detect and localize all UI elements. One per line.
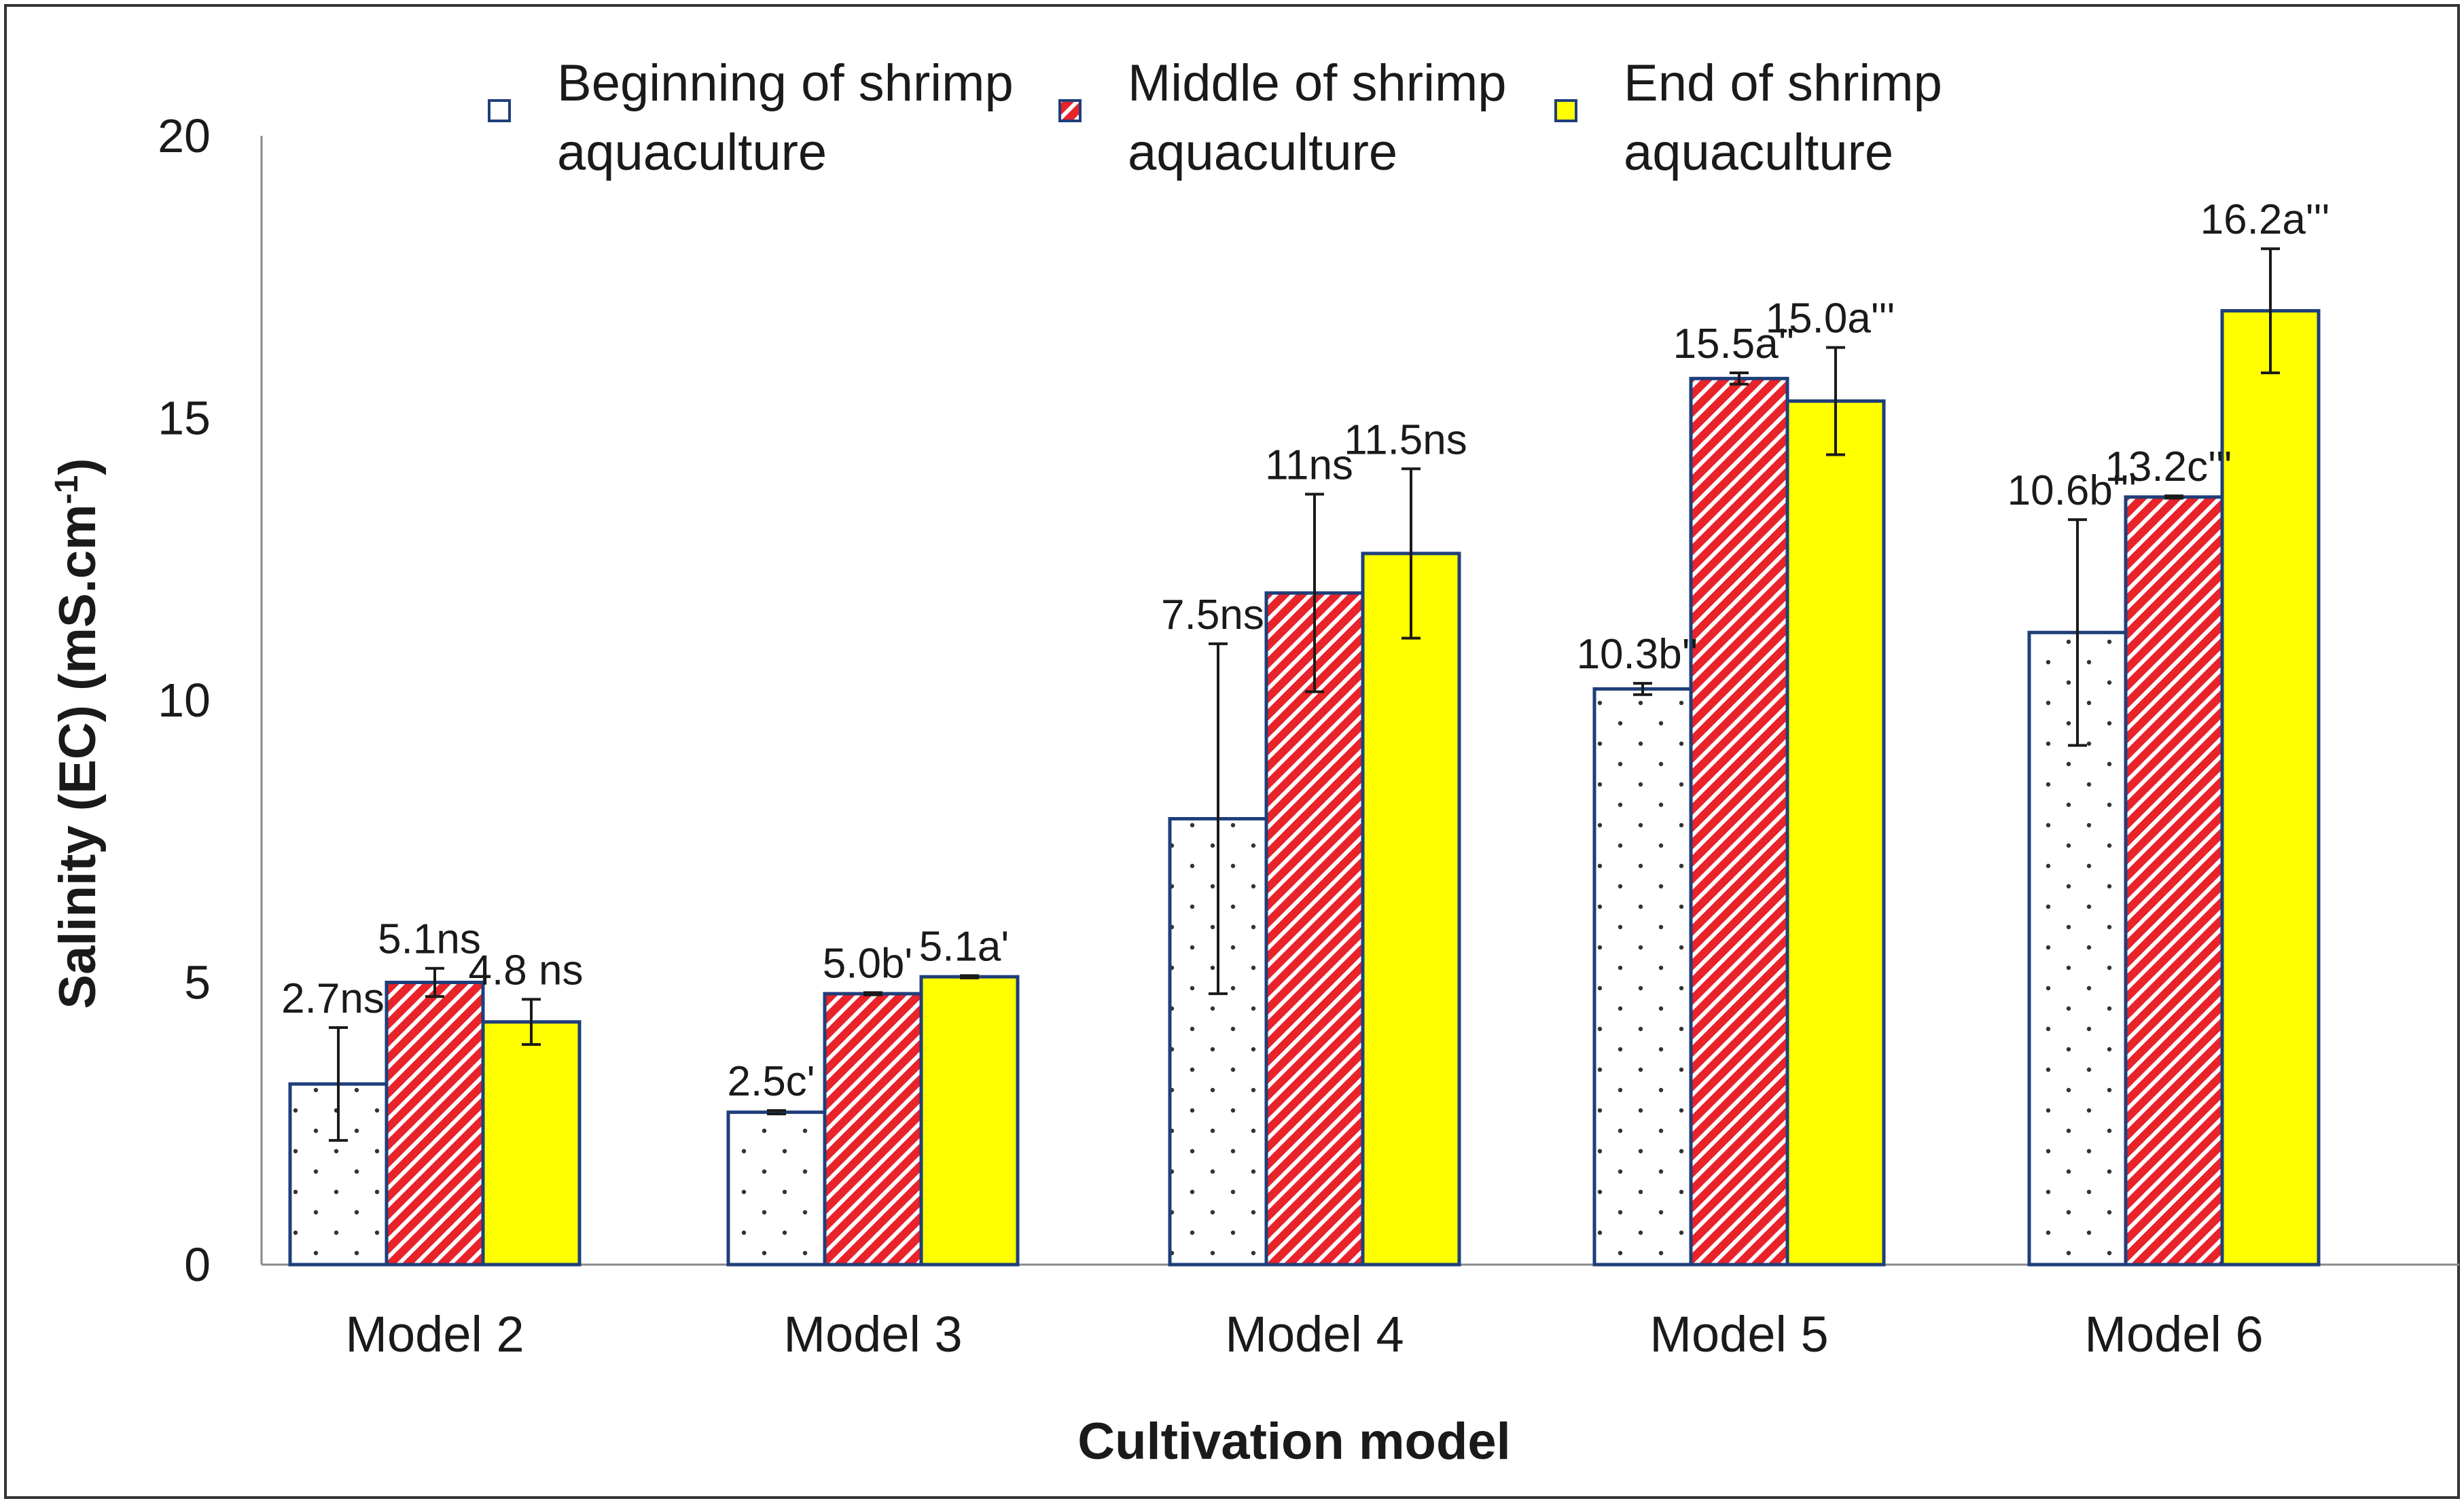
bar (385, 981, 485, 1267)
data-label: 10.3b'' (1577, 631, 1698, 678)
bar (823, 992, 923, 1267)
y-tick-label: 15 (158, 392, 211, 445)
y-tick-label: 10 (158, 674, 211, 727)
error-bar (863, 991, 882, 996)
data-label: 15.5a'' (1673, 321, 1795, 367)
y-tick-label: 20 (158, 109, 211, 162)
data-label: 13.2c''' (2105, 443, 2232, 490)
error-bar (329, 1026, 348, 1142)
error-bar (2164, 494, 2183, 500)
x-category-label: Model 2 (345, 1306, 524, 1362)
error-bar (960, 974, 979, 979)
data-label: 4.8 ns (469, 947, 584, 994)
legend-label: Middle of shrimp (1128, 54, 1507, 112)
data-label: 5.0b' (823, 940, 913, 987)
bar (1689, 376, 1789, 1267)
x-category-label: Model 3 (783, 1306, 962, 1362)
legend-item: Middle of shrimp aquaculture (1058, 54, 1507, 181)
data-label: 7.5ns (1161, 592, 1264, 638)
bar (1361, 551, 1461, 1267)
legend-label: aquaculture (1624, 124, 1893, 181)
data-label: 16.2a''' (2200, 196, 2330, 243)
error-bar (2261, 247, 2280, 375)
bar (726, 1110, 827, 1267)
y-axis-title-superscript: -1 (49, 475, 85, 505)
y-tick-label: 0 (184, 1238, 211, 1291)
error-bar (1305, 492, 1324, 693)
x-category-label: Model 6 (2084, 1306, 2263, 1362)
legend-label: aquaculture (557, 124, 827, 181)
data-label: 2.5c' (727, 1058, 815, 1105)
x-category-label: Model 5 (1649, 1306, 1828, 1362)
error-bar (1633, 682, 1652, 696)
error-bar (2068, 518, 2087, 747)
legend-item: Beginning of shrimp aquaculture (488, 54, 1014, 181)
bar (2124, 495, 2224, 1267)
error-bar (1730, 372, 1749, 386)
legend-swatch (488, 99, 511, 122)
y-axis-title: Salinity (EC) (mS.cm-1) (49, 458, 107, 1009)
bar (919, 975, 1020, 1267)
error-bar (767, 1109, 786, 1116)
bar (481, 1020, 582, 1267)
bar (1264, 591, 1365, 1267)
bars-layer (288, 247, 2321, 1267)
bar (1592, 687, 1693, 1267)
data-label: 5.1a' (919, 924, 1010, 971)
error-bar (1826, 346, 1845, 456)
data-label: 15.0a''' (1766, 295, 1895, 342)
y-axis-title-main: Salinity (EC) (mS.cm (49, 504, 107, 1009)
legend-item: End of shrimp aquaculture (1554, 54, 1942, 181)
error-bar (1209, 642, 1228, 996)
legend-label: Beginning of shrimp (557, 54, 1014, 112)
data-label: 10.6b''' (2007, 467, 2137, 514)
data-label: 2.7ns (281, 975, 385, 1022)
legend-label: End of shrimp (1624, 54, 1942, 112)
legend-swatch (1058, 99, 1082, 122)
data-label: 11.5ns (1344, 416, 1467, 463)
x-category-label: Model 4 (1225, 1306, 1404, 1362)
y-axis-title-close: ) (49, 458, 107, 475)
data-label: 5.1ns (378, 916, 481, 963)
bar (2220, 309, 2321, 1267)
bar (1785, 399, 1886, 1267)
data-labels-layer: 2.7ns 2.5c' 7.5ns 10.3b'' 10.6b''' 5.1ns 5.0b'… (281, 196, 2329, 1105)
error-bar (425, 966, 444, 998)
error-bar (1401, 467, 1421, 640)
y-tick-label: 5 (184, 956, 211, 1009)
axes: 0 5 10 15 20 Model 2 Model 3 Model 4 Model 5 Mode… (158, 109, 2459, 1362)
error-bar (522, 998, 541, 1046)
x-axis-title: Cultivation model (1077, 1413, 1511, 1470)
legend-label: aquaculture (1128, 124, 1397, 181)
data-label: 11ns (1265, 442, 1353, 489)
legend-swatch (1554, 99, 1577, 122)
